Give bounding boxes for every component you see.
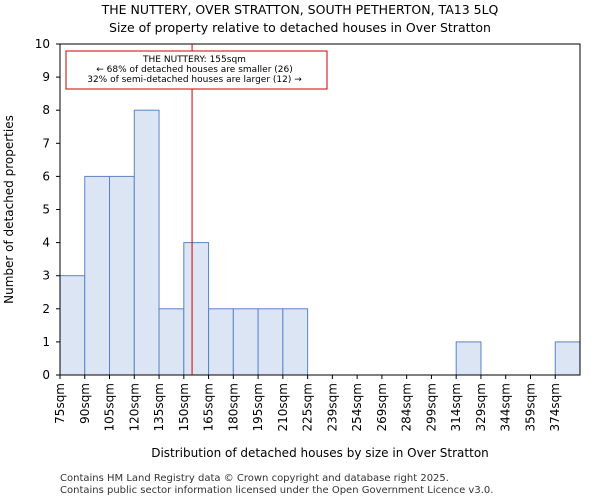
chart-subtitle: Size of property relative to detached ho… xyxy=(109,20,491,35)
x-tick-label: 314sqm xyxy=(449,383,463,431)
y-tick-label: 6 xyxy=(42,169,50,183)
chart-title: THE NUTTERY, OVER STRATTON, SOUTH PETHER… xyxy=(101,2,499,17)
y-tick-label: 0 xyxy=(42,368,50,382)
bar xyxy=(84,175,111,376)
x-tick-label: 210sqm xyxy=(276,383,290,431)
annotation-box xyxy=(65,50,328,90)
x-tick-label: 120sqm xyxy=(127,383,141,431)
y-tick-label: 2 xyxy=(42,302,50,316)
x-tick-label: 135sqm xyxy=(152,383,166,431)
annotation-line1: THE NUTTERY: 155sqm xyxy=(142,55,246,65)
y-tick-label: 5 xyxy=(42,203,50,217)
y-tick-label: 3 xyxy=(42,269,50,283)
y-axis-title: Number of detached properties xyxy=(2,115,16,304)
y-tick-label: 1 xyxy=(42,335,50,349)
tick-labels-group: 0 1 2 3 4 5 6 7 8 9 10 75sqm 90sqm 105sqm 120sqm 135sqm… xyxy=(2,37,562,460)
bar xyxy=(232,308,259,376)
x-axis-title: Distribution of detached houses by size … xyxy=(151,446,489,460)
bars-group xyxy=(59,109,581,376)
x-tick-label: 75sqm xyxy=(53,383,67,424)
y-tick-label: 7 xyxy=(42,136,50,150)
x-tick-label: 269sqm xyxy=(375,383,389,431)
bar xyxy=(133,109,160,376)
x-tick-label: 359sqm xyxy=(523,383,537,431)
bar xyxy=(183,242,210,376)
x-tick-label: 344sqm xyxy=(499,383,513,431)
bar xyxy=(282,308,309,376)
footer-copyright: Contains HM Land Registry data © Crown c… xyxy=(60,473,449,484)
bar xyxy=(554,341,581,376)
bar xyxy=(109,175,135,376)
y-tick-label: 8 xyxy=(42,103,50,117)
x-tick-label: 299sqm xyxy=(424,383,438,431)
x-tick-label: 90sqm xyxy=(78,383,92,424)
x-tick-label: 329sqm xyxy=(474,383,488,431)
x-tick-label: 374sqm xyxy=(548,383,562,431)
annotation-line3: 32% of semi-detached houses are larger (… xyxy=(87,75,302,85)
bar xyxy=(208,308,234,376)
bar xyxy=(59,275,86,376)
x-tick-label: 165sqm xyxy=(202,383,216,431)
annotation-line2: ← 68% of detached houses are smaller (26… xyxy=(96,65,293,75)
x-tick-label: 180sqm xyxy=(226,383,240,431)
x-tick-label: 239sqm xyxy=(325,383,339,431)
y-tick-label: 4 xyxy=(42,236,50,250)
bar xyxy=(158,308,185,376)
bar xyxy=(455,341,482,376)
y-tick-label: 9 xyxy=(42,70,50,84)
x-tick-label: 284sqm xyxy=(400,383,414,431)
x-tick-label: 225sqm xyxy=(301,383,315,431)
property-marker-group: THE NUTTERY: 155sqm← 68% of detached hou… xyxy=(65,44,328,375)
x-tick-label: 254sqm xyxy=(350,383,364,431)
x-tick-label: 150sqm xyxy=(177,383,191,431)
footer-licence: Contains public sector information licen… xyxy=(60,485,494,496)
x-tick-label: 105sqm xyxy=(103,383,117,431)
y-tick-label: 10 xyxy=(35,37,50,51)
x-tick-label: 195sqm xyxy=(251,383,265,431)
axes-group xyxy=(56,43,581,379)
bar xyxy=(257,308,284,376)
